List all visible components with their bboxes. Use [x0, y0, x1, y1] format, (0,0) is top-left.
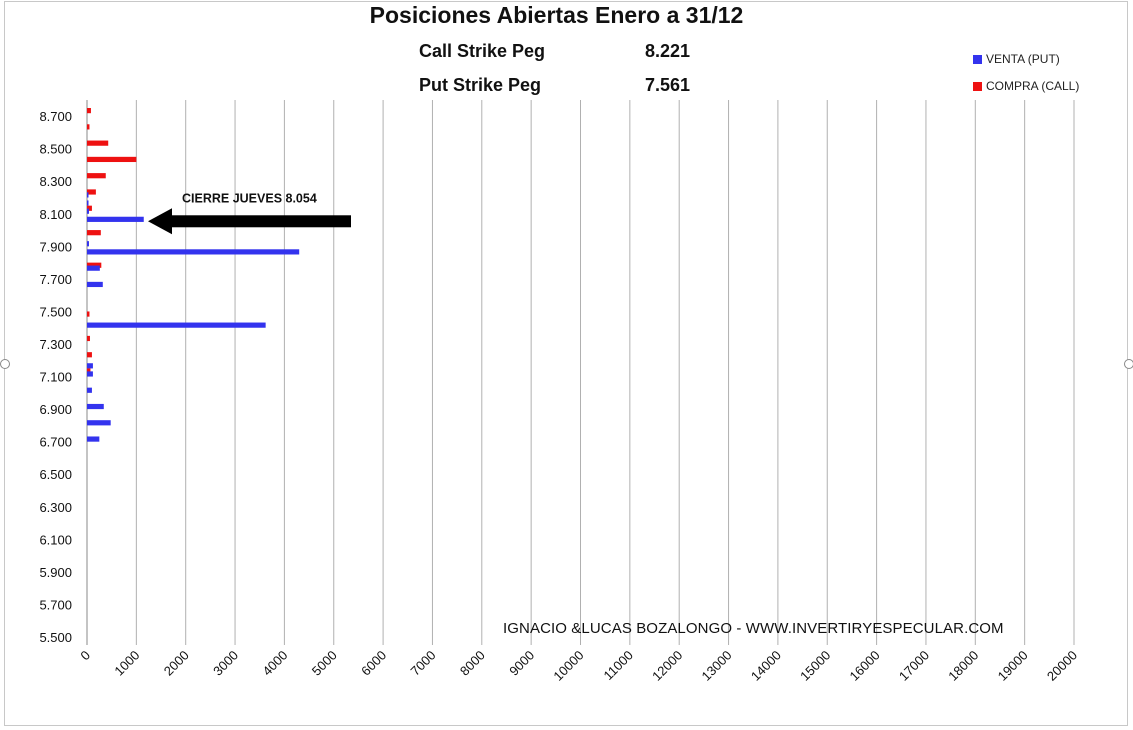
y-tick-label: 6.500 [39, 467, 72, 482]
y-tick-label: 5.900 [39, 565, 72, 580]
x-tick-label: 7000 [408, 648, 439, 679]
annotation-arrow-shaft [168, 215, 351, 228]
resize-handle-left[interactable] [0, 359, 10, 369]
x-tick-label: 19000 [995, 648, 1031, 684]
x-tick-label: 18000 [945, 648, 981, 684]
bar-call [87, 262, 102, 268]
call-strike-peg-label: Call Strike Peg [419, 41, 546, 61]
bar-put [87, 241, 89, 247]
resize-handle-right[interactable] [1124, 359, 1133, 369]
x-axis-labels: 0 1000 2000 3000 4000 5000 6000 7000 8000 9000 100… [77, 648, 1080, 684]
annotation-label: CIERRE JUEVES 8.054 [182, 191, 317, 205]
y-tick-label: 8.300 [39, 174, 72, 189]
y-tick-label: 6.700 [39, 435, 72, 450]
bar-call [87, 230, 101, 236]
chart-frame [4, 1, 1128, 726]
y-tick-label: 8.700 [39, 109, 72, 124]
put-strike-peg-value: 7.561 [645, 75, 691, 95]
bar-call [87, 352, 92, 358]
bar-put [87, 387, 92, 393]
x-tick-label: 10000 [550, 648, 586, 684]
y-tick-label: 7.700 [39, 272, 72, 287]
bar-call [87, 311, 90, 317]
bar-put [87, 192, 89, 198]
legend-label-put: VENTA (PUT) [986, 52, 1060, 66]
bar-put [87, 216, 144, 222]
legend-swatch-call [973, 81, 982, 91]
y-tick-label: 7.300 [39, 337, 72, 352]
x-tick-label: 5000 [309, 648, 340, 679]
bar-call [87, 156, 137, 163]
credit-text: IGNACIO &LUCAS BOZALONGO - WWW.INVERTIRY… [503, 620, 1004, 637]
x-tick-label: 8000 [457, 648, 488, 679]
bar-call [87, 108, 91, 114]
y-tick-label: 7.900 [39, 239, 72, 254]
bar-call [87, 124, 90, 130]
bar-call [87, 173, 106, 179]
x-tick-label: 6000 [358, 648, 389, 679]
y-tick-label: 7.500 [39, 304, 72, 319]
y-tick-label: 6.900 [39, 402, 72, 417]
x-tick-label: 13000 [698, 648, 734, 684]
x-tick-label: 15000 [797, 648, 833, 684]
bar-put [87, 208, 89, 214]
legend-label-call: COMPRA (CALL) [986, 79, 1080, 93]
x-tick-label: 12000 [649, 648, 685, 684]
legend-swatch-put [973, 54, 982, 64]
bar-put [87, 436, 100, 442]
x-tick-label: 9000 [506, 648, 537, 679]
call-strike-peg-value: 8.221 [645, 41, 691, 61]
y-tick-label: 5.700 [39, 597, 72, 612]
bar-put [87, 371, 93, 377]
x-tick-label: 14000 [748, 648, 784, 684]
bar-call [87, 189, 96, 195]
x-tick-label: 4000 [259, 648, 290, 679]
y-axis-labels: 8.700 8.500 8.300 8.100 7.900 7.700 7.500 7.300… [39, 109, 72, 645]
y-tick-label: 6.100 [39, 532, 72, 547]
x-tick-label: 20000 [1044, 648, 1080, 684]
bar-put [87, 420, 111, 426]
bar-put [87, 363, 93, 369]
legend-item-call: COMPRA (CALL) [973, 79, 1079, 93]
bar-put [87, 281, 103, 288]
bar-put [87, 403, 104, 410]
x-tick-label: 11000 [600, 648, 635, 683]
x-tick-label: 0 [77, 648, 93, 664]
annotation: CIERRE JUEVES 8.054 [148, 191, 351, 235]
bar-call [87, 140, 109, 146]
bar-put [87, 249, 300, 255]
bar-put [87, 200, 89, 206]
legend-item-put: VENTA (PUT) [973, 52, 1060, 66]
bar-put [87, 265, 100, 271]
bar-call [87, 335, 90, 342]
y-tick-label: 8.100 [39, 207, 72, 222]
x-tick-label: 17000 [896, 648, 932, 684]
bar-put [87, 322, 266, 328]
x-tick-label: 3000 [210, 648, 241, 679]
gridlines [86, 100, 1075, 645]
bar-call [87, 368, 91, 374]
y-tick-label: 6.300 [39, 500, 72, 515]
y-tick-label: 7.100 [39, 370, 72, 385]
chart-title: Posiciones Abiertas Enero a 31/12 [369, 2, 744, 28]
y-tick-label: 5.500 [39, 630, 72, 645]
put-strike-peg-label: Put Strike Peg [419, 75, 542, 95]
x-tick-label: 2000 [161, 648, 192, 679]
x-tick-label: 16000 [847, 648, 883, 684]
x-tick-label: 1000 [111, 648, 142, 679]
y-tick-label: 8.500 [39, 142, 72, 157]
annotation-arrow-head [148, 208, 172, 235]
bars [87, 108, 300, 442]
bar-call [87, 205, 92, 211]
